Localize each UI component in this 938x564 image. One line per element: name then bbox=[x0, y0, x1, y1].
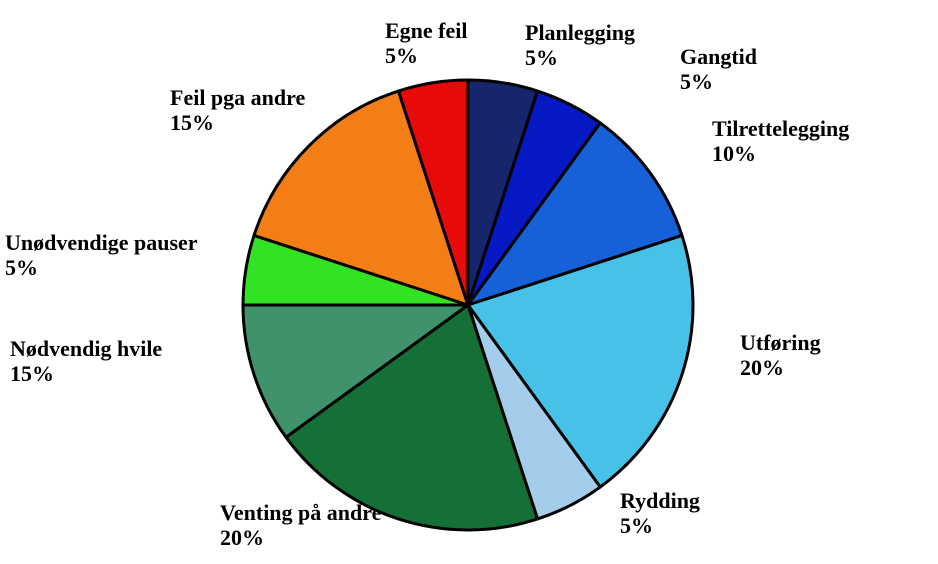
slice-label: Feil pga andre 15% bbox=[170, 85, 305, 136]
slice-label: Egne feil 5% bbox=[385, 18, 468, 69]
slice-label: Venting på andre 20% bbox=[220, 500, 381, 551]
slice-label: Nødvendig hvile 15% bbox=[10, 336, 162, 387]
slice-label: Tilrettelegging 10% bbox=[712, 116, 849, 167]
slice-label: Rydding 5% bbox=[620, 488, 700, 539]
slice-label: Gangtid 5% bbox=[680, 44, 757, 95]
slice-label: Utføring 20% bbox=[740, 330, 821, 381]
slice-label: Unødvendige pauser 5% bbox=[5, 230, 198, 281]
pie-chart-svg bbox=[0, 0, 938, 564]
slice-label: Planlegging 5% bbox=[525, 20, 635, 71]
